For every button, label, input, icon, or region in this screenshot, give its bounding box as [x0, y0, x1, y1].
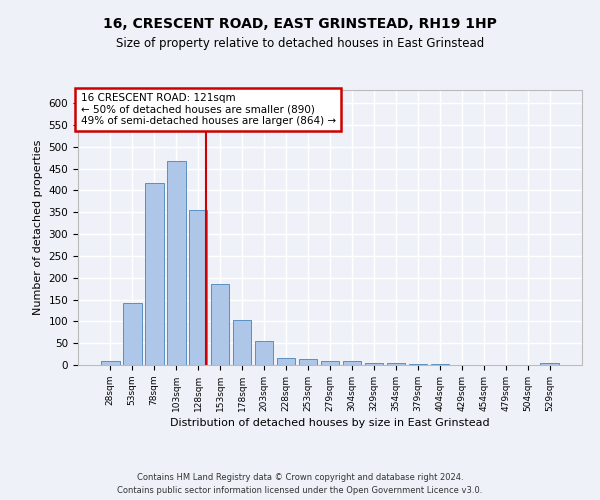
- Bar: [123, 302, 142, 365]
- Bar: [386, 364, 405, 365]
- Bar: [233, 320, 251, 365]
- Bar: [365, 364, 383, 365]
- Bar: [277, 358, 295, 365]
- Text: Contains HM Land Registry data © Crown copyright and database right 2024.
Contai: Contains HM Land Registry data © Crown c…: [118, 474, 482, 495]
- X-axis label: Distribution of detached houses by size in East Grinstead: Distribution of detached houses by size …: [170, 418, 490, 428]
- Text: Size of property relative to detached houses in East Grinstead: Size of property relative to detached ho…: [116, 38, 484, 51]
- Y-axis label: Number of detached properties: Number of detached properties: [33, 140, 43, 315]
- Bar: [255, 342, 274, 365]
- Bar: [101, 360, 119, 365]
- Bar: [431, 364, 449, 365]
- Text: 16 CRESCENT ROAD: 121sqm
← 50% of detached houses are smaller (890)
49% of semi-: 16 CRESCENT ROAD: 121sqm ← 50% of detach…: [80, 93, 335, 126]
- Bar: [320, 360, 340, 365]
- Bar: [343, 361, 361, 365]
- Bar: [299, 360, 317, 365]
- Bar: [167, 160, 185, 365]
- Bar: [211, 284, 229, 365]
- Bar: [541, 364, 559, 365]
- Bar: [145, 184, 164, 365]
- Text: 16, CRESCENT ROAD, EAST GRINSTEAD, RH19 1HP: 16, CRESCENT ROAD, EAST GRINSTEAD, RH19 …: [103, 18, 497, 32]
- Bar: [189, 210, 208, 365]
- Bar: [409, 364, 427, 365]
